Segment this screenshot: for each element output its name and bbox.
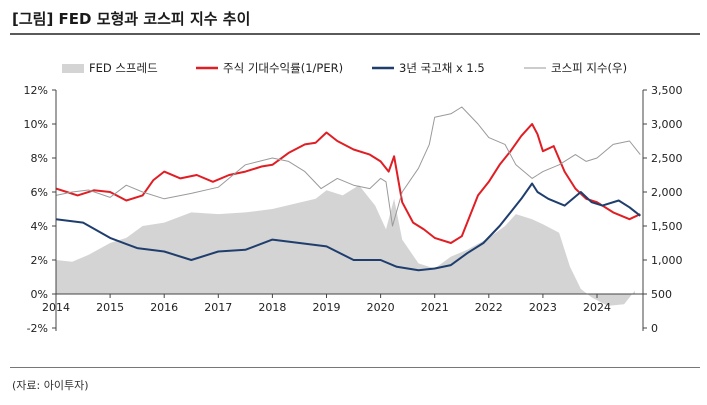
y-left-tick-label: 12% — [24, 84, 48, 97]
y-left-tick-label: 10% — [24, 118, 48, 131]
source-note: (자료: 아이투자) — [12, 379, 89, 392]
x-tick-label: 2021 — [421, 301, 449, 314]
x-tick-label: 2016 — [150, 301, 178, 314]
x-tick-label: 2023 — [529, 301, 557, 314]
y-right-tick-label: 2,000 — [651, 186, 683, 199]
series-kospi-line — [55, 106, 641, 227]
x-tick-label: 2015 — [96, 301, 124, 314]
chart: 12% 10% 8% 6% 4% 2% 0% -2% 3,500 3,000 2,500 2,000 1… — [24, 61, 683, 335]
y-left-tick-label: -2% — [27, 322, 48, 335]
x-tick-label: 2019 — [313, 301, 341, 314]
x-tick-label: 2014 — [42, 301, 70, 314]
title-rule — [10, 33, 700, 35]
y-right-tick-label: 1,000 — [651, 254, 683, 267]
y-left-tick-label: 4% — [31, 220, 48, 233]
y-right-tick-label: 500 — [651, 288, 672, 301]
legend-label: FED 스프레드 — [89, 61, 158, 75]
footer-rule — [10, 367, 700, 368]
y-right-tick-label: 1,500 — [651, 220, 683, 233]
y-right-tick-label: 2,500 — [651, 152, 683, 165]
y-right-tick-label: 3,000 — [651, 118, 683, 131]
y-left-tick-label: 0% — [31, 288, 48, 301]
x-tick-label: 2024 — [583, 301, 611, 314]
x-tick-label: 2020 — [367, 301, 395, 314]
legend-label: 주식 기대수익률(1/PER) — [223, 61, 343, 75]
legend-label: 3년 국고채 x 1.5 — [399, 61, 485, 75]
legend-label: 코스피 지수(우) — [551, 61, 627, 75]
y-left-tick-label: 2% — [31, 254, 48, 267]
legend-swatch-fed-spread — [62, 64, 84, 73]
y-right-tick-label: 3,500 — [651, 84, 683, 97]
x-tick-label: 2018 — [258, 301, 286, 314]
series-fed-spread-area — [56, 185, 635, 306]
figure-title: [그림] FED 모형과 코스피 지수 추이 — [12, 10, 251, 28]
x-tick-label: 2022 — [475, 301, 503, 314]
y-left-tick-label: 6% — [31, 186, 48, 199]
y-right-tick-label: 0 — [651, 322, 658, 335]
y-left-tick-label: 8% — [31, 152, 48, 165]
series-earnings-yield-line — [55, 123, 641, 244]
series-bond-yield-line — [55, 182, 641, 272]
x-tick-label: 2017 — [204, 301, 232, 314]
